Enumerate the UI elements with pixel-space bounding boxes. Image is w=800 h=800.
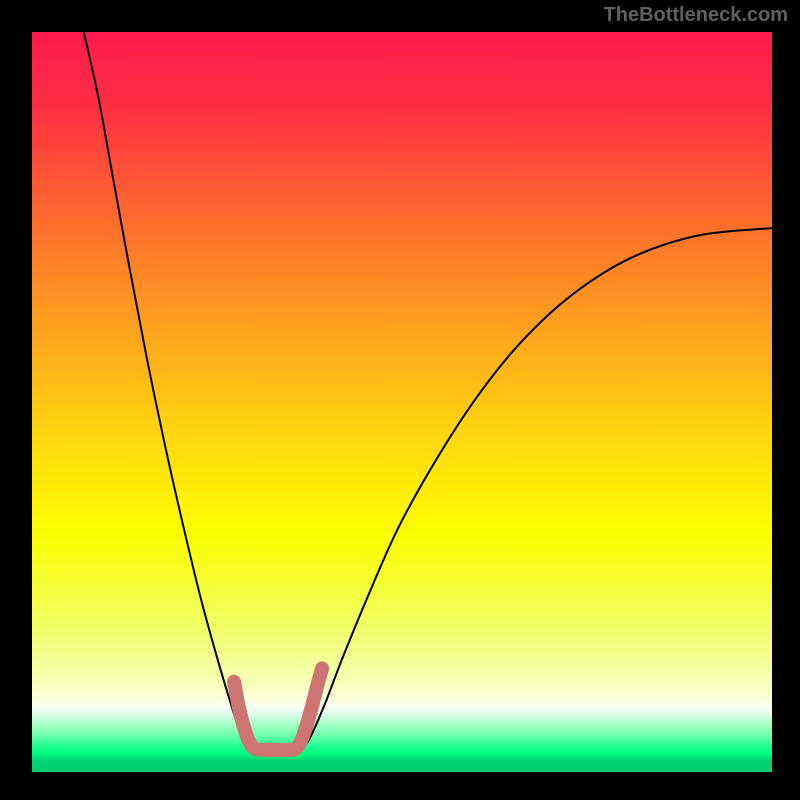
watermark-text: TheBottleneck.com: [604, 4, 788, 27]
bottleneck-chart: [32, 32, 772, 772]
chart-svg: [32, 32, 772, 772]
gradient-background: [32, 32, 772, 772]
